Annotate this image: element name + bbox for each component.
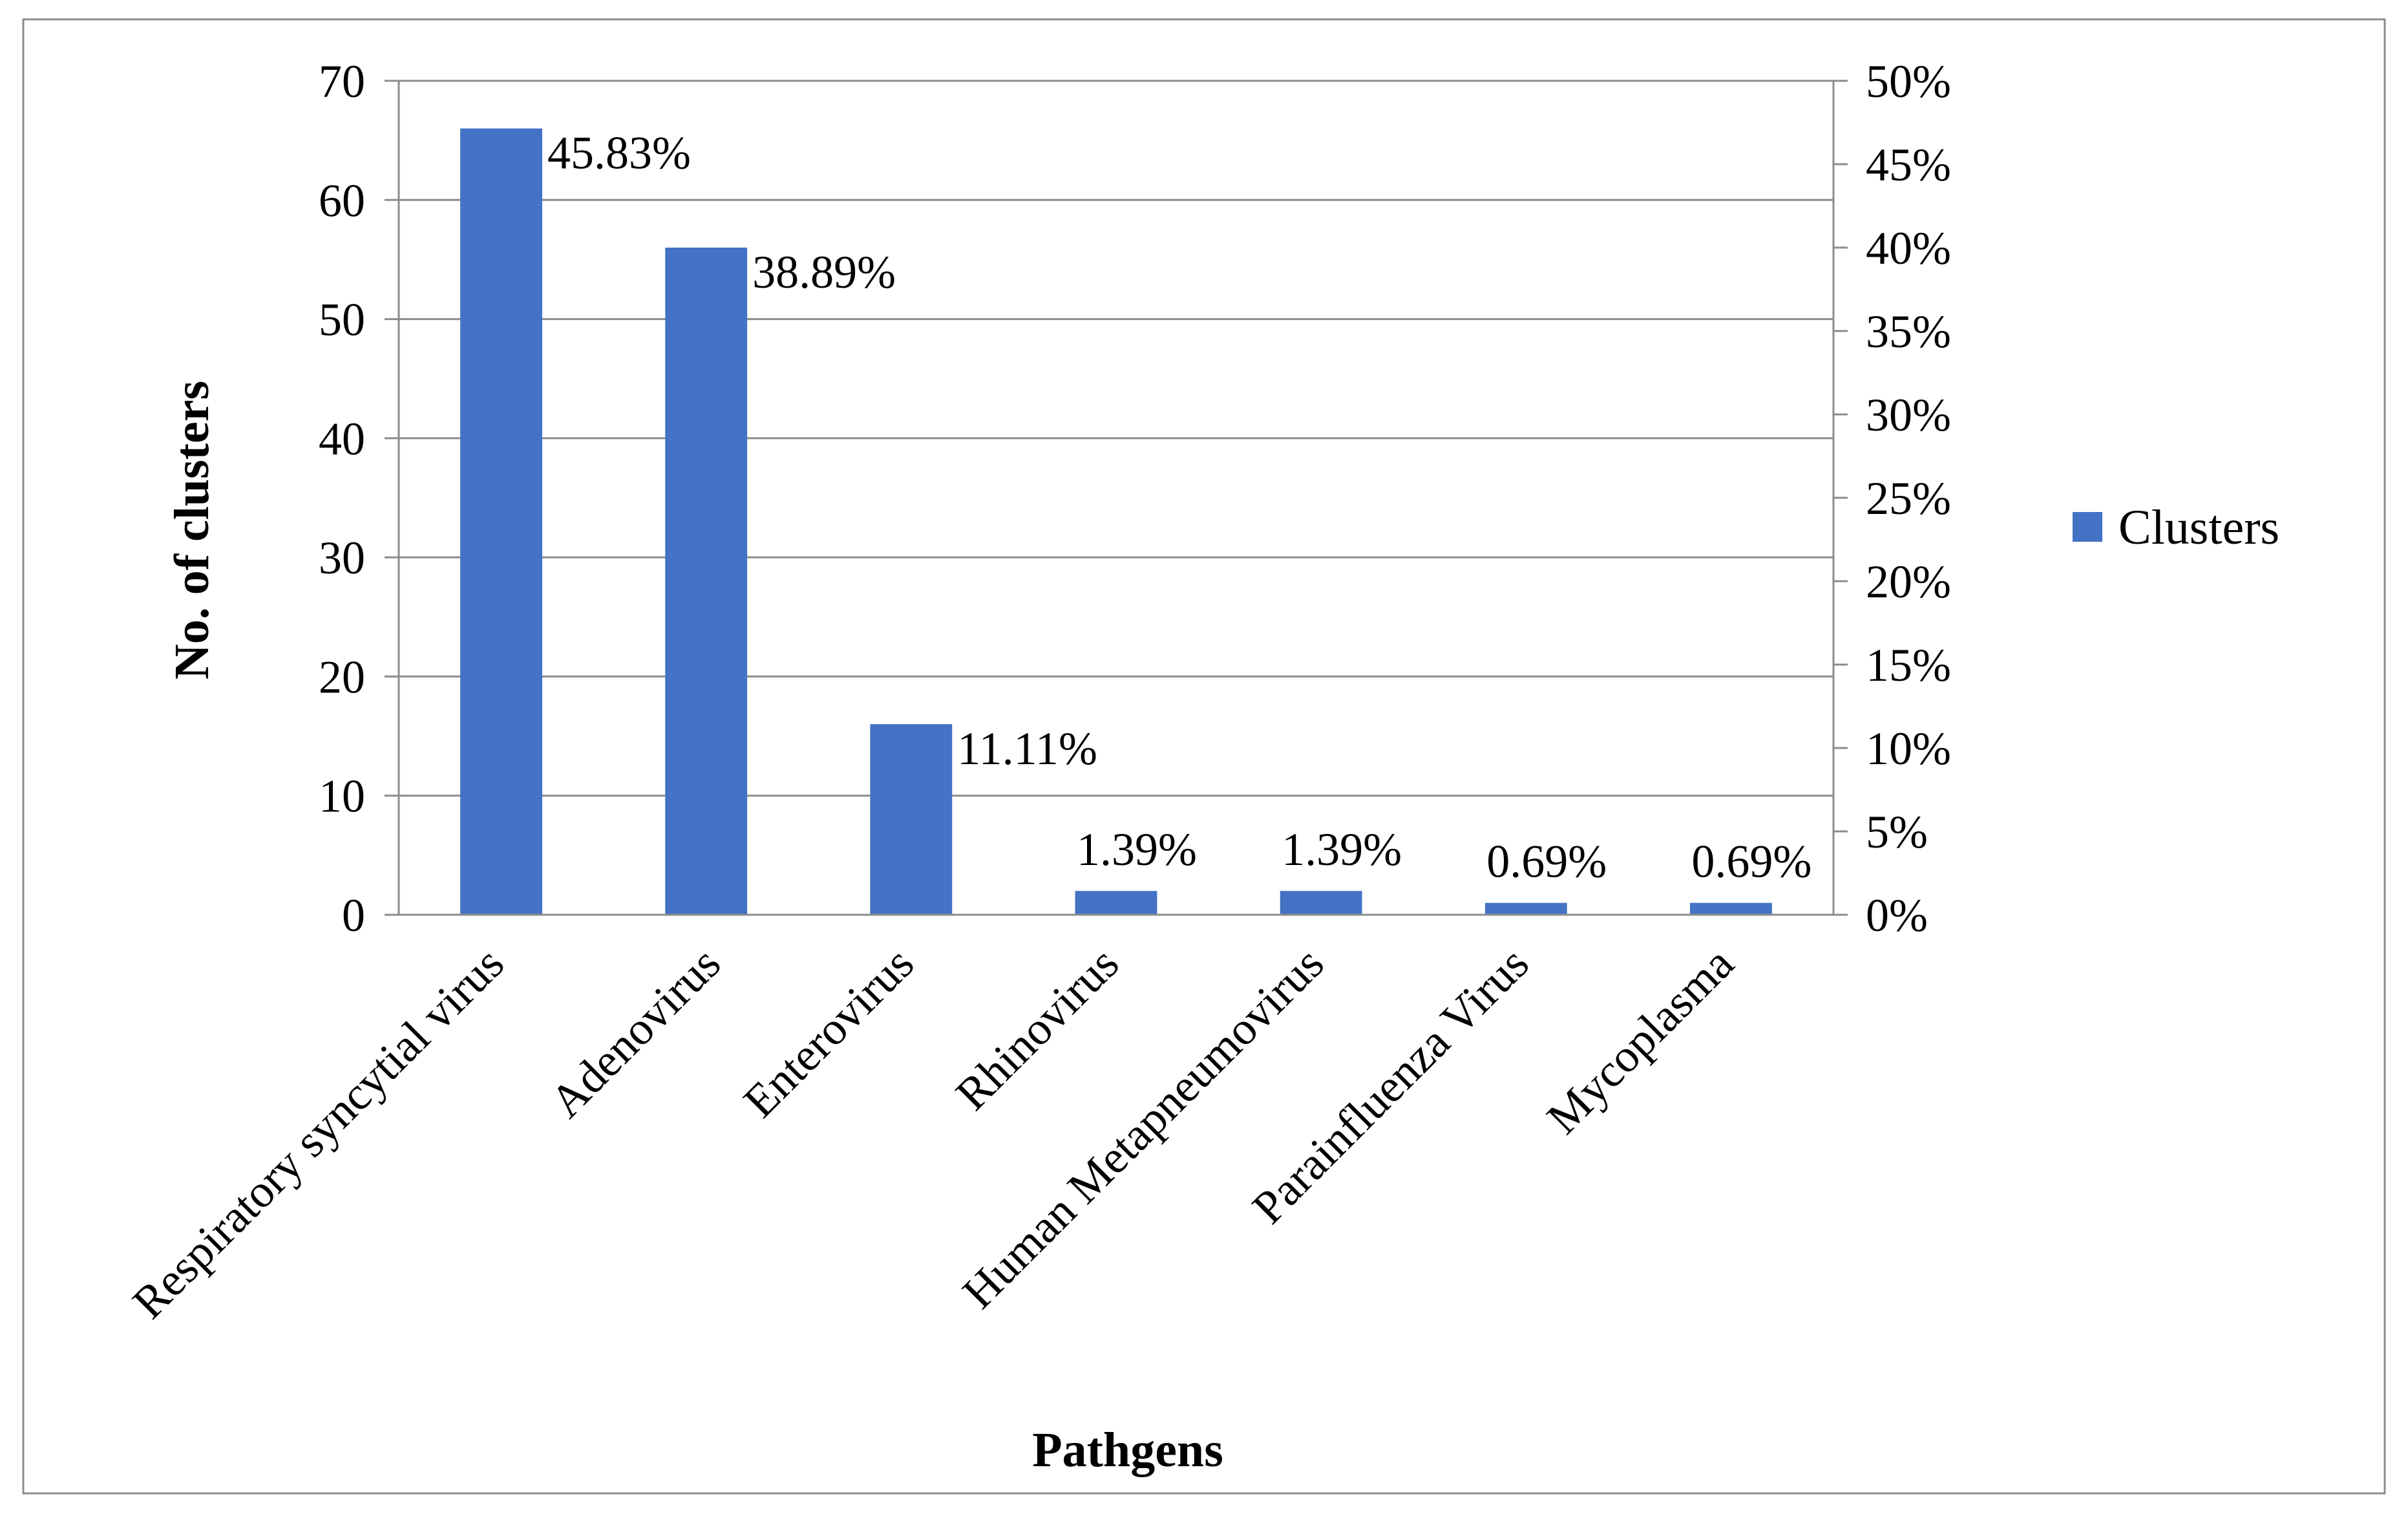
y2-tick-label: 35% [1866,306,1951,358]
y-tick-label: 40 [319,413,365,465]
bar [870,724,953,915]
x-axis-title: Pathgens [1032,1423,1223,1477]
y2-tick-label: 10% [1866,723,1951,774]
y2-tick-label: 20% [1866,556,1951,608]
gridlines [399,80,1833,797]
y2-tick-label: 15% [1866,639,1951,691]
y2-tick-label: 30% [1866,389,1951,441]
data-label: 0.69% [1486,836,1607,888]
bar [1280,891,1362,915]
bars [460,128,1772,915]
y-tick-label: 70 [319,56,365,107]
y-axis-title: No. of clusters [165,381,219,679]
data-label: 38.89% [752,246,896,298]
y-tick-label: 50 [319,294,365,346]
legend-swatch-clusters [2073,512,2102,542]
bar [665,248,748,915]
y-tick-label: 20 [319,651,365,703]
bar [1075,891,1157,915]
data-label: 11.11% [957,723,1097,774]
y2-tick-label: 5% [1866,806,1928,858]
bar [460,128,542,915]
data-label: 45.83% [547,127,691,179]
bar [1690,902,1772,915]
data-label: 1.39% [1077,824,1197,875]
data-label: 0.69% [1691,836,1811,888]
data-label: 1.39% [1282,824,1402,875]
y2-tick-label: 45% [1866,139,1951,191]
y-tick-label: 30 [319,532,365,584]
legend-label-clusters: Clusters [2118,500,2279,555]
figure-border [22,18,2386,1495]
y-tick-label: 0 [342,890,365,941]
y2-tick-label: 0% [1866,890,1928,941]
y2-tick-label: 25% [1866,473,1951,524]
bar [1484,902,1567,915]
y-tick-label: 60 [319,175,365,226]
y2-tick-label: 50% [1866,56,1951,107]
axes [385,80,1848,916]
y2-tick-label: 40% [1866,222,1951,274]
y-tick-label: 10 [319,771,365,822]
legend: Clusters [2073,500,2279,555]
